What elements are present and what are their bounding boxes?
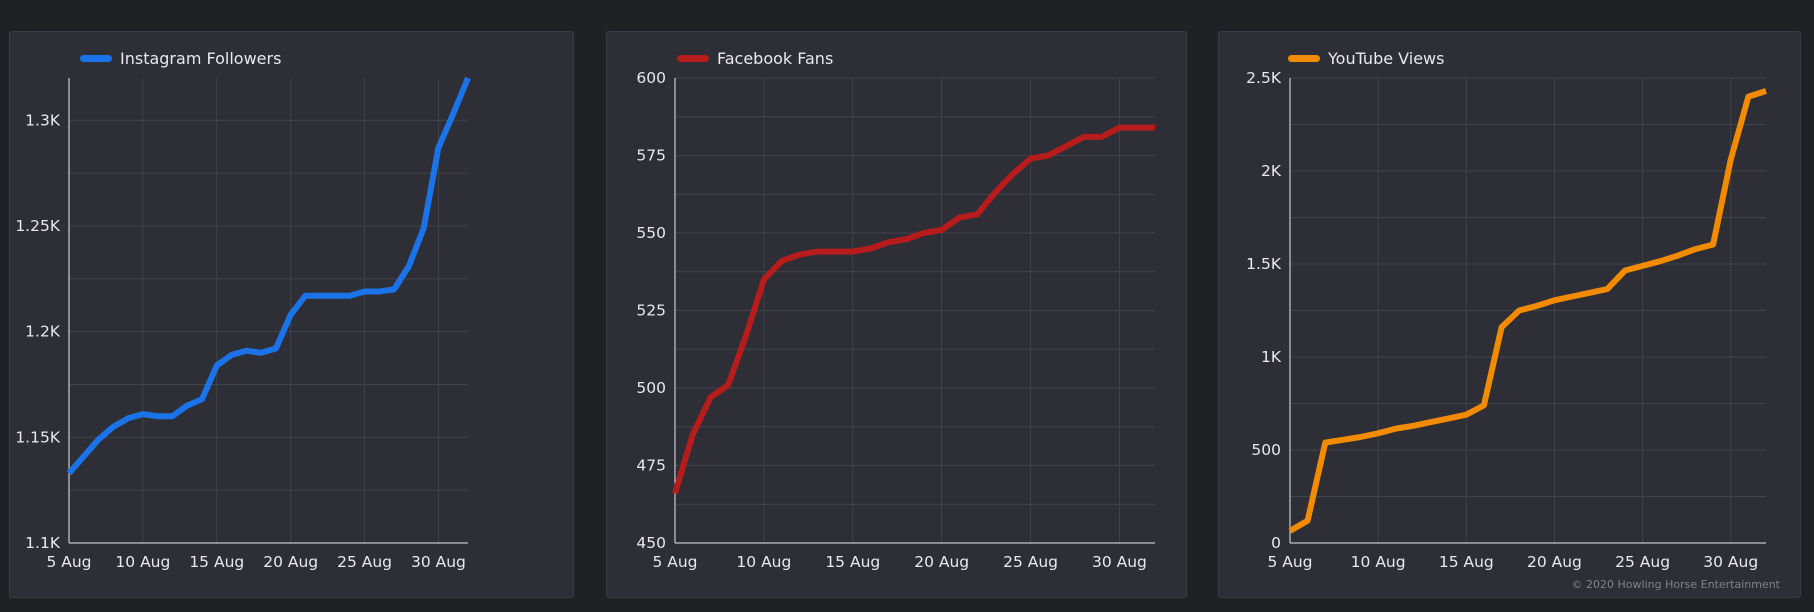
instagram-legend-swatch <box>80 55 112 62</box>
instagram-x-tick-label: 25 Aug <box>337 553 392 571</box>
instagram-legend-label: Instagram Followers <box>120 49 282 68</box>
youtube-x-tick-label: 30 Aug <box>1703 553 1758 571</box>
facebook-y-tick-label: 525 <box>636 302 666 320</box>
instagram-x-tick-label: 30 Aug <box>411 553 466 571</box>
instagram-chart-panel: Instagram Followers 1.1K 1.15K 1.2K 1.25K 1.… <box>9 31 574 598</box>
instagram-y-tick-label: 1.3K <box>25 111 61 129</box>
youtube-legend-swatch <box>1288 55 1320 62</box>
instagram-line-chart: 1.1K 1.15K 1.2K 1.25K 1.3K 5 Aug 10 Aug 15 Aug 2… <box>15 76 471 571</box>
facebook-legend-swatch <box>677 55 709 62</box>
instagram-legend[interactable]: Instagram Followers <box>80 49 281 68</box>
facebook-legend-label: Facebook Fans <box>717 49 834 68</box>
facebook-y-tick-label: 475 <box>636 457 666 475</box>
facebook-y-tick-label: 600 <box>636 69 666 87</box>
facebook-x-tick-label: 5 Aug <box>652 553 697 571</box>
youtube-x-tick-label: 5 Aug <box>1267 553 1312 571</box>
instagram-y-tick-label: 1.1K <box>25 534 61 552</box>
facebook-legend[interactable]: Facebook Fans <box>677 49 833 68</box>
youtube-x-tick-label: 20 Aug <box>1527 553 1582 571</box>
youtube-y-tick-label: 2K <box>1261 162 1282 180</box>
youtube-y-tick-label: 1K <box>1261 348 1282 366</box>
facebook-line-chart: 450 475 500 525 550 575 600 5 Aug 10 Aug 15 Aug 20… <box>636 69 1155 571</box>
facebook-series-line <box>672 124 1155 495</box>
instagram-x-tick-label: 5 Aug <box>46 553 91 571</box>
youtube-line-chart: 0 500 1K 1.5K 2K 2.5K 5 Aug 10 Aug 15 Aug 20 Aug 2… <box>1246 69 1767 571</box>
instagram-x-tick-label: 20 Aug <box>263 553 318 571</box>
instagram-x-tick-label: 15 Aug <box>189 553 244 571</box>
facebook-y-tick-label: 500 <box>636 379 666 397</box>
instagram-y-tick-label: 1.2K <box>25 323 61 341</box>
youtube-y-tick-label: 1.5K <box>1246 255 1282 273</box>
instagram-series-line <box>66 76 471 476</box>
youtube-legend-label: YouTube Views <box>1328 49 1445 68</box>
youtube-chart-panel: YouTube Views 0 500 1K 1.5K 2K 2.5K 5 Aug 10 Au… <box>1218 31 1801 598</box>
instagram-x-tick-label: 10 Aug <box>115 553 170 571</box>
facebook-y-tick-label: 550 <box>636 224 666 242</box>
youtube-series-line <box>1288 88 1767 534</box>
instagram-y-tick-label: 1.25K <box>15 217 61 235</box>
facebook-chart-panel: Facebook Fans 450 475 500 525 550 575 600 5 Aug… <box>606 31 1187 598</box>
facebook-x-tick-label: 10 Aug <box>736 553 791 571</box>
facebook-x-tick-label: 15 Aug <box>825 553 880 571</box>
instagram-y-tick-label: 1.15K <box>15 428 61 446</box>
youtube-x-tick-label: 10 Aug <box>1351 553 1406 571</box>
facebook-x-tick-label: 20 Aug <box>914 553 969 571</box>
youtube-y-tick-label: 0 <box>1271 534 1281 552</box>
facebook-x-tick-label: 25 Aug <box>1003 553 1058 571</box>
facebook-y-tick-label: 575 <box>636 147 666 165</box>
youtube-x-tick-label: 25 Aug <box>1615 553 1670 571</box>
youtube-y-tick-label: 2.5K <box>1246 69 1282 87</box>
youtube-y-tick-label: 500 <box>1251 441 1281 459</box>
copyright-notice: © 2020 Howling Horse Entertainment <box>1571 578 1780 591</box>
facebook-x-tick-label: 30 Aug <box>1092 553 1147 571</box>
facebook-y-tick-label: 450 <box>636 534 666 552</box>
youtube-x-tick-label: 15 Aug <box>1439 553 1494 571</box>
youtube-legend[interactable]: YouTube Views <box>1288 49 1444 68</box>
